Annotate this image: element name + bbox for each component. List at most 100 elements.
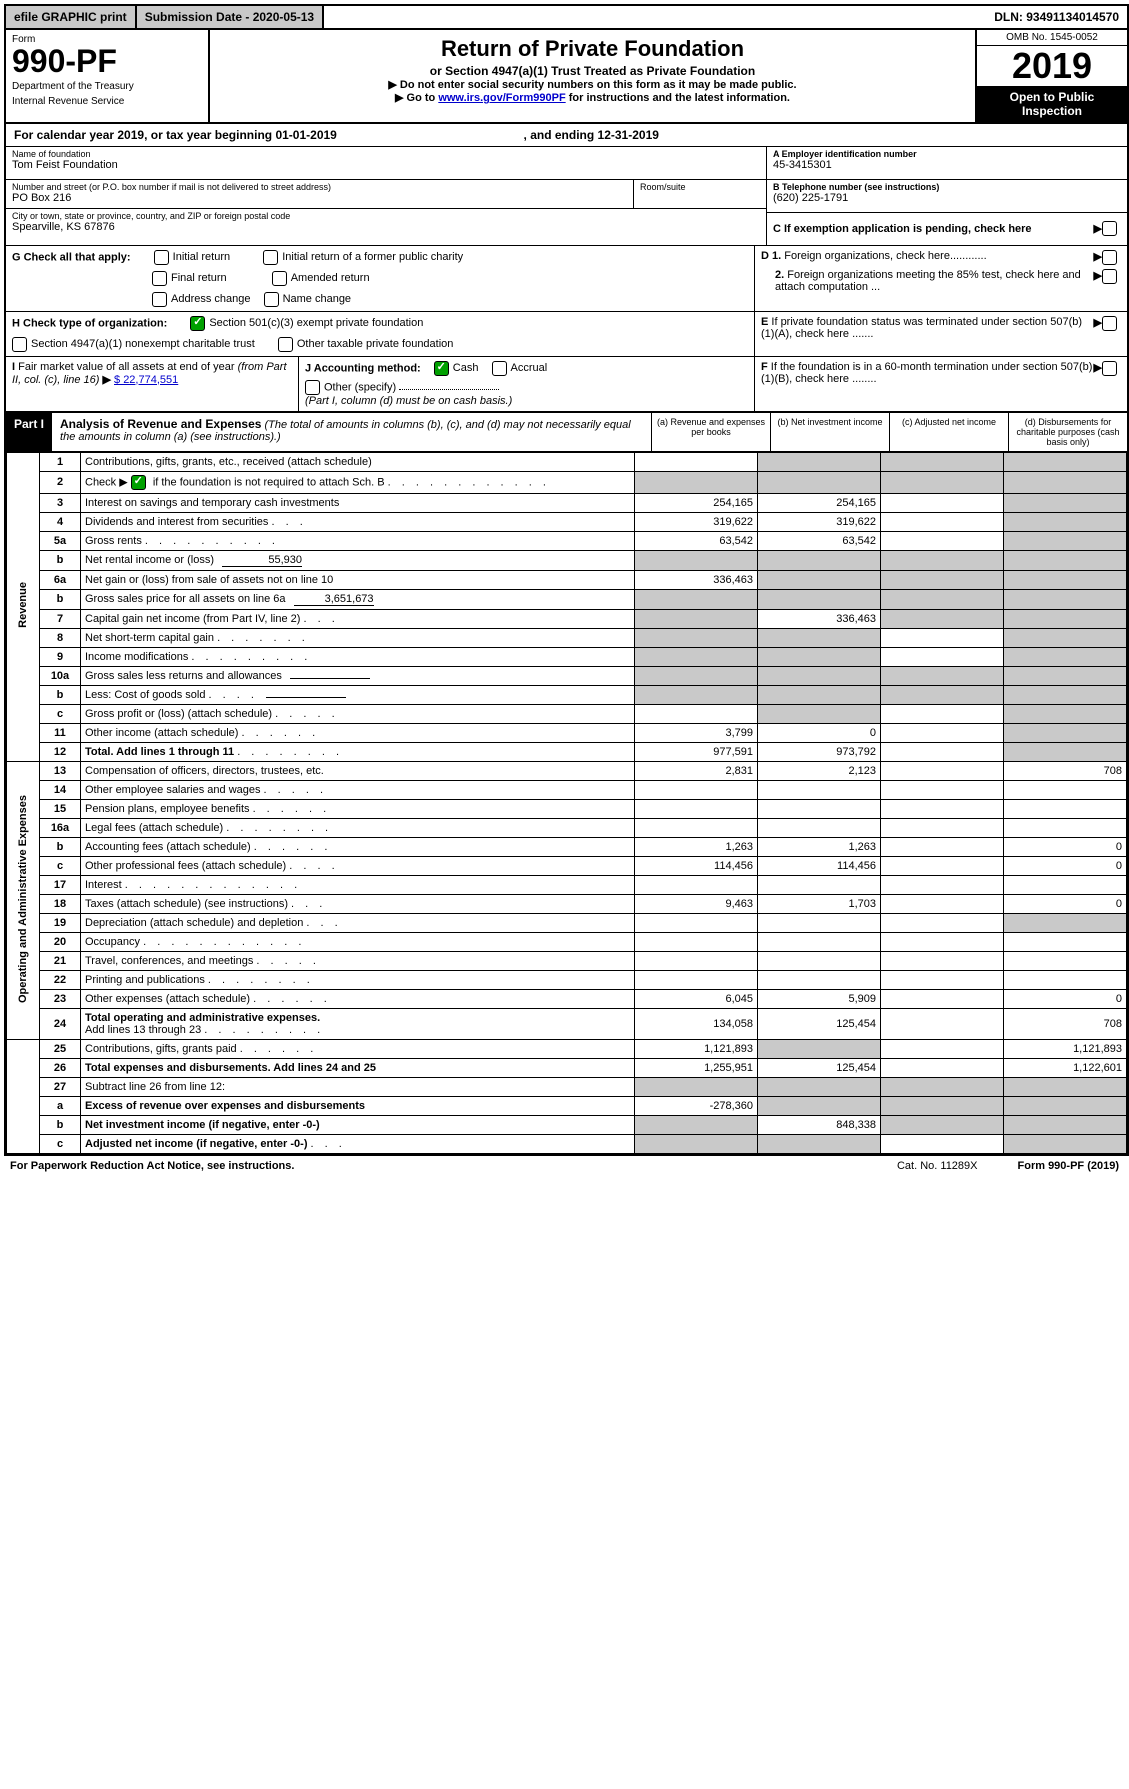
- city-state-zip: Spearville, KS 67876: [12, 221, 760, 233]
- 501c3-label: Section 501(c)(3) exempt private foundat…: [209, 317, 423, 329]
- table-row: 4 Dividends and interest from securities…: [7, 512, 1127, 531]
- table-row: 8 Net short-term capital gain . . . . . …: [7, 628, 1127, 647]
- c-label: C If exemption application is pending, c…: [773, 223, 1094, 235]
- form-title: Return of Private Foundation: [218, 36, 967, 62]
- d2-checkbox[interactable]: [1102, 269, 1117, 284]
- goto-suffix: for instructions and the latest informat…: [569, 92, 790, 104]
- check-section-h: H Check type of organization: ✓ Section 5…: [6, 312, 1127, 357]
- table-row: c Adjusted net income (if negative, ente…: [7, 1134, 1127, 1153]
- 4947-checkbox[interactable]: [12, 337, 27, 352]
- table-row: 2 Check ▶ ✓ if the foundation is not req…: [7, 471, 1127, 493]
- name-change-checkbox[interactable]: [264, 292, 279, 307]
- exemption-pending-row: C If exemption application is pending, c…: [767, 213, 1127, 245]
- form-header: Form 990-PF Department of the Treasury I…: [6, 30, 1127, 124]
- exemption-pending-checkbox[interactable]: [1102, 221, 1117, 236]
- instructions-link[interactable]: www.irs.gov/Form990PF: [438, 92, 565, 104]
- initial-former-label: Initial return of a former public charit…: [282, 251, 463, 263]
- revenue-sidebar: Revenue: [17, 582, 29, 628]
- topbar: efile GRAPHIC print Submission Date - 20…: [6, 6, 1127, 30]
- table-row: 18 Taxes (attach schedule) (see instruct…: [7, 894, 1127, 913]
- col-a-header: (a) Revenue and expenses per books: [652, 413, 770, 451]
- paperwork-notice: For Paperwork Reduction Act Notice, see …: [10, 1160, 294, 1172]
- address-change-checkbox[interactable]: [152, 292, 167, 307]
- initial-former-checkbox[interactable]: [263, 250, 278, 265]
- column-headers: (a) Revenue and expenses per books (b) N…: [651, 413, 1127, 451]
- table-row: 10a Gross sales less returns and allowan…: [7, 666, 1127, 685]
- form-number: 990-PF: [12, 45, 202, 77]
- d1-checkbox[interactable]: [1102, 250, 1117, 265]
- accrual-checkbox[interactable]: [492, 361, 507, 376]
- table-row: 20 Occupancy . . . . . . . . . . . .: [7, 932, 1127, 951]
- h-label: H Check type of organization:: [12, 317, 167, 329]
- table-row: 5a Gross rents . . . . . . . . . . 63,54…: [7, 531, 1127, 550]
- part1-label: Part I: [6, 413, 52, 451]
- part1-title: Analysis of Revenue and Expenses: [60, 417, 261, 431]
- ssn-warning: ▶ Do not enter social security numbers o…: [218, 78, 967, 91]
- addr-label: Number and street (or P.O. box number if…: [12, 182, 627, 192]
- sch-b-checkbox[interactable]: ✓: [131, 475, 146, 490]
- name-label: Name of foundation: [12, 149, 760, 159]
- cal-prefix: For calendar year 2019, or tax year begi…: [14, 128, 275, 142]
- submission-date-button[interactable]: Submission Date - 2020-05-13: [137, 6, 324, 28]
- form-subtitle: or Section 4947(a)(1) Trust Treated as P…: [218, 64, 967, 78]
- form-ref: Form 990-PF (2019): [1018, 1160, 1120, 1172]
- table-row: 23 Other expenses (attach schedule) . . …: [7, 989, 1127, 1008]
- efile-print-button[interactable]: efile GRAPHIC print: [6, 6, 137, 28]
- other-taxable-checkbox[interactable]: [278, 337, 293, 352]
- gross-sales-inline: 3,651,673: [294, 593, 374, 606]
- other-method-checkbox[interactable]: [305, 380, 320, 395]
- table-row: a Excess of revenue over expenses and di…: [7, 1096, 1127, 1115]
- col-c-header: (c) Adjusted net income: [889, 413, 1008, 451]
- part1-header: Part I Analysis of Revenue and Expenses …: [6, 413, 1127, 452]
- table-row: c Gross profit or (loss) (attach schedul…: [7, 704, 1127, 723]
- analysis-table: Revenue 1 Contributions, gifts, grants, …: [6, 452, 1127, 1154]
- cash-checkbox[interactable]: ✓: [434, 361, 449, 376]
- table-row: 14 Other employee salaries and wages . .…: [7, 780, 1127, 799]
- year-block: OMB No. 1545-0052 2019 Open to Public In…: [975, 30, 1127, 122]
- table-row: 12 Total. Add lines 1 through 11 . . . .…: [7, 742, 1127, 761]
- 501c3-checkbox[interactable]: ✓: [190, 316, 205, 331]
- form-container: efile GRAPHIC print Submission Date - 20…: [4, 4, 1129, 1156]
- col-b-header: (b) Net investment income: [770, 413, 889, 451]
- table-row: 22 Printing and publications . . . . . .…: [7, 970, 1127, 989]
- table-row: 3 Interest on savings and temporary cash…: [7, 493, 1127, 512]
- initial-return-checkbox[interactable]: [154, 250, 169, 265]
- table-row: 21 Travel, conferences, and meetings . .…: [7, 951, 1127, 970]
- omb-number: OMB No. 1545-0052: [977, 30, 1127, 46]
- cal-mid: , and ending: [524, 128, 598, 142]
- amended-return-label: Amended return: [291, 272, 370, 284]
- final-return-label: Final return: [171, 272, 227, 284]
- table-row: 25 Contributions, gifts, grants paid . .…: [7, 1039, 1127, 1058]
- e-checkbox[interactable]: [1102, 316, 1117, 331]
- final-return-checkbox[interactable]: [152, 271, 167, 286]
- col-d-header: (d) Disbursements for charitable purpose…: [1008, 413, 1127, 451]
- irs-label: Internal Revenue Service: [12, 96, 202, 107]
- check-section-g: G Check all that apply: Initial return I…: [6, 246, 1127, 312]
- table-row: 24 Total operating and administrative ex…: [7, 1008, 1127, 1039]
- phone-label: B Telephone number (see instructions): [773, 182, 1121, 192]
- dln-label: DLN: 93491134014570: [986, 6, 1127, 28]
- form-title-block: Return of Private Foundation or Section …: [210, 30, 975, 122]
- table-row: Revenue 1 Contributions, gifts, grants, …: [7, 452, 1127, 471]
- instructions-link-row: ▶ Go to www.irs.gov/Form990PF for instru…: [218, 91, 967, 104]
- table-row: b Accounting fees (attach schedule) . . …: [7, 837, 1127, 856]
- 4947-label: Section 4947(a)(1) nonexempt charitable …: [31, 338, 255, 350]
- phone-value: (620) 225-1791: [773, 192, 1121, 204]
- other-method-label: Other (specify): [324, 381, 396, 393]
- foundation-name: Tom Feist Foundation: [12, 159, 760, 171]
- fmv-value[interactable]: $ 22,774,551: [114, 374, 178, 386]
- calendar-year-row: For calendar year 2019, or tax year begi…: [6, 124, 1127, 147]
- expenses-sidebar: Operating and Administrative Expenses: [17, 795, 29, 1003]
- other-taxable-label: Other taxable private foundation: [297, 338, 454, 350]
- amended-return-checkbox[interactable]: [272, 271, 287, 286]
- table-row: 26 Total expenses and disbursements. Add…: [7, 1058, 1127, 1077]
- table-row: 9 Income modifications . . . . . . . . .: [7, 647, 1127, 666]
- ein-label: A Employer identification number: [773, 149, 1121, 159]
- f-checkbox[interactable]: [1102, 361, 1117, 376]
- entity-info: Name of foundation Tom Feist Foundation …: [6, 147, 1127, 246]
- department-label: Department of the Treasury: [12, 81, 202, 92]
- address-row: Number and street (or P.O. box number if…: [6, 180, 766, 209]
- table-row: b Gross sales price for all assets on li…: [7, 589, 1127, 609]
- j-label: J Accounting method:: [305, 362, 421, 374]
- table-row: 17 Interest . . . . . . . . . . . . .: [7, 875, 1127, 894]
